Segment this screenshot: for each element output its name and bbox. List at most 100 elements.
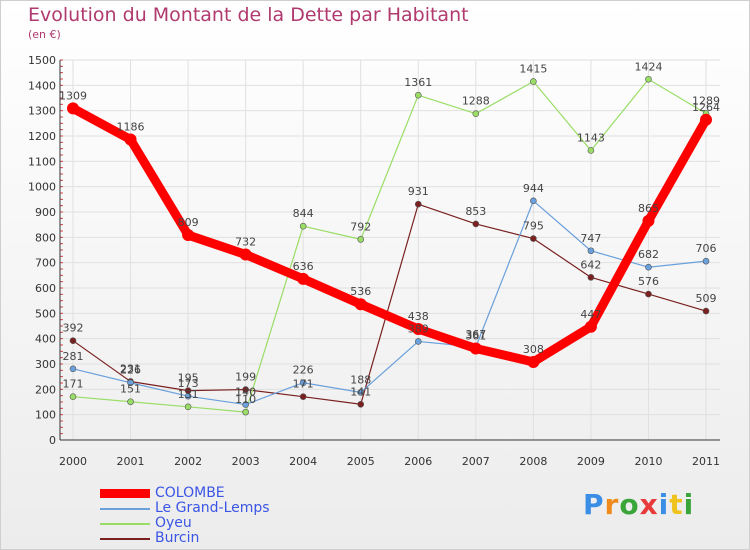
x-tick-label: 2000 xyxy=(59,455,87,468)
chart-subtitle: (en €) xyxy=(28,28,61,41)
point-le-grand-lemps-2011 xyxy=(702,257,710,265)
y-tick-label: 300 xyxy=(35,358,56,371)
point-colombe-2005 xyxy=(354,298,367,311)
y-tick-label: 900 xyxy=(35,206,56,219)
legend-swatch-colombe xyxy=(100,489,150,498)
logo-letter: o xyxy=(619,488,640,521)
series-line-burcin xyxy=(72,203,707,405)
point-le-grand-lemps-2000 xyxy=(69,365,77,373)
point-colombe-2000 xyxy=(67,102,79,115)
y-tick-label: 800 xyxy=(35,231,56,244)
y-tick-label: 0 xyxy=(49,434,56,447)
data-label-le-grand-lemps-2007: 367 xyxy=(465,328,486,341)
legend-label-le-grand-lemps: Le Grand-Lemps xyxy=(155,500,270,516)
point-burcin-2007 xyxy=(472,220,480,228)
point-oyeu-2002 xyxy=(184,403,192,411)
point-burcin-2000 xyxy=(69,337,77,344)
x-tick-label: 2009 xyxy=(577,455,605,468)
data-label-oyeu-2000: 171 xyxy=(63,378,84,391)
data-label-oyeu-2006: 1361 xyxy=(404,76,432,89)
data-label-burcin-2000: 392 xyxy=(63,322,84,335)
point-oyeu-2004 xyxy=(299,222,307,230)
point-burcin-2003 xyxy=(242,386,249,393)
point-le-grand-lemps-2009 xyxy=(587,247,595,255)
data-label-burcin-2010: 576 xyxy=(638,275,659,288)
legend-swatch-le-grand-lemps xyxy=(100,508,150,510)
x-tick-label: 2007 xyxy=(462,455,490,468)
y-tick-label: 1300 xyxy=(28,105,56,118)
point-colombe-2003 xyxy=(239,248,252,261)
legend-swatch-oyeu xyxy=(100,523,150,525)
logo-letter: x xyxy=(639,488,659,521)
point-colombe-2006 xyxy=(412,323,425,336)
series-line-colombe xyxy=(68,103,711,367)
point-burcin-2009 xyxy=(587,274,595,281)
grid-layer xyxy=(60,59,720,441)
point-le-grand-lemps-2008 xyxy=(530,197,537,205)
data-label-burcin-2004: 171 xyxy=(293,378,314,391)
logo-letter: P xyxy=(583,488,605,521)
y-tick-label: 600 xyxy=(35,282,56,295)
point-le-grand-lemps-2002 xyxy=(184,392,192,400)
point-burcin-2005 xyxy=(357,400,365,408)
point-colombe-2007 xyxy=(469,342,482,355)
point-colombe-2004 xyxy=(297,272,310,285)
point-oyeu-2007 xyxy=(472,110,480,118)
point-burcin-2006 xyxy=(414,200,422,208)
x-tick-label: 2006 xyxy=(404,455,432,468)
x-tick-label: 2002 xyxy=(174,455,202,468)
point-oyeu-2006 xyxy=(414,91,422,99)
data-label-burcin-2009: 642 xyxy=(580,258,601,271)
data-label-colombe-2009: 447 xyxy=(580,308,601,321)
data-label-le-grand-lemps-2009: 747 xyxy=(580,232,601,245)
axis-layer: 0 100 200 300 400 500 600 700 800 900 1000 1100 1200… xyxy=(28,54,720,468)
point-oyeu-2001 xyxy=(127,398,134,406)
data-label-burcin-2007: 853 xyxy=(465,205,486,218)
point-colombe-2009 xyxy=(584,320,597,333)
label-layer: 392 231 195 199 171 141 931 853 795 642 576 509 171 1… xyxy=(59,60,720,406)
point-le-grand-lemps-2003 xyxy=(242,401,249,408)
point-colombe-2011 xyxy=(700,113,712,126)
y-tick-label: 1100 xyxy=(28,155,56,168)
point-colombe-2008 xyxy=(527,355,540,368)
data-label-le-grand-lemps-2010: 682 xyxy=(638,248,659,261)
data-label-oyeu-2003: 110 xyxy=(235,393,256,406)
data-label-colombe-2008: 308 xyxy=(523,343,544,356)
data-label-le-grand-lemps-2005: 188 xyxy=(350,373,371,386)
chart-title: Evolution du Montant de la Dette par Hab… xyxy=(28,4,469,26)
y-tick-label: 1500 xyxy=(28,54,56,67)
data-label-le-grand-lemps-2006: 389 xyxy=(408,322,429,335)
data-label-le-grand-lemps-2011: 706 xyxy=(696,242,717,255)
point-burcin-2010 xyxy=(645,290,652,298)
data-label-colombe-2000: 1309 xyxy=(59,89,87,102)
point-le-grand-lemps-2010 xyxy=(645,263,652,271)
point-oyeu-2000 xyxy=(69,393,77,400)
legend-label-burcin: Burcin xyxy=(155,530,200,546)
data-label-colombe-2006: 438 xyxy=(408,310,429,323)
data-label-le-grand-lemps-2008: 944 xyxy=(523,182,544,195)
data-label-colombe-2011: 1264 xyxy=(692,101,720,114)
point-oyeu-2008 xyxy=(530,78,537,85)
data-label-le-grand-lemps-2002: 173 xyxy=(178,377,199,390)
data-label-le-grand-lemps-2000: 281 xyxy=(63,350,84,363)
logo-letter: i xyxy=(658,488,670,521)
data-label-burcin-2006: 931 xyxy=(408,185,429,198)
point-colombe-2001 xyxy=(124,133,137,146)
logo-letter: i xyxy=(683,488,695,521)
logo-letter: r xyxy=(604,488,620,521)
data-label-colombe-2004: 636 xyxy=(293,260,314,273)
legend-label-oyeu: Oyeu xyxy=(155,515,192,531)
legend-swatch-burcin xyxy=(100,538,150,540)
data-label-colombe-2001: 1186 xyxy=(117,121,145,134)
logo-letter: t xyxy=(669,488,684,521)
data-label-burcin-2002: 195 xyxy=(178,372,199,385)
y-tick-label: 500 xyxy=(35,307,56,320)
data-label-burcin-2001: 231 xyxy=(120,362,141,375)
point-oyeu-2003 xyxy=(242,408,249,416)
y-tick-label: 1000 xyxy=(28,181,56,194)
x-tick-label: 2008 xyxy=(519,455,547,468)
y-tick-label: 200 xyxy=(35,383,56,396)
data-label-le-grand-lemps-2003: 140 xyxy=(235,386,256,399)
